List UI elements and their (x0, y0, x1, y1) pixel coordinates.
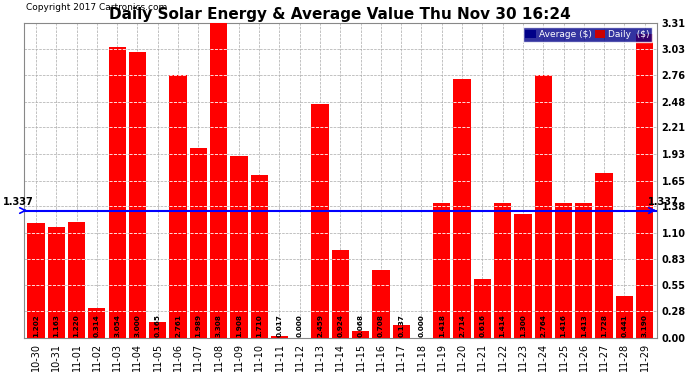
Bar (129, 52, 146, 338)
Bar (595, 173, 613, 338)
Bar (230, 156, 248, 338)
Bar (514, 214, 531, 338)
Text: 2.714: 2.714 (459, 314, 465, 337)
Text: 2.764: 2.764 (540, 314, 546, 337)
Bar (88, 308, 106, 338)
Bar (453, 80, 471, 338)
Text: 0.165: 0.165 (155, 314, 161, 337)
Bar (393, 325, 410, 338)
Bar (615, 296, 633, 338)
Bar (332, 250, 349, 338)
Bar (373, 270, 390, 338)
Text: 1.202: 1.202 (33, 314, 39, 337)
Text: 0.924: 0.924 (337, 314, 344, 337)
Bar (535, 75, 552, 338)
Text: 0.000: 0.000 (419, 314, 424, 337)
Text: Copyright 2017 Cartronics.com: Copyright 2017 Cartronics.com (26, 3, 167, 12)
Legend: Average ($), Daily  ($): Average ($), Daily ($) (523, 27, 652, 42)
Bar (474, 279, 491, 338)
Text: 2.761: 2.761 (175, 314, 181, 337)
Bar (352, 331, 369, 338)
Bar (250, 175, 268, 338)
Text: 1.710: 1.710 (256, 314, 262, 337)
Text: 1.337: 1.337 (3, 197, 34, 207)
Bar (108, 47, 126, 338)
Bar (149, 322, 166, 338)
Title: Daily Solar Energy & Average Value Thu Nov 30 16:24: Daily Solar Energy & Average Value Thu N… (110, 7, 571, 22)
Bar (494, 203, 511, 338)
Bar (190, 148, 207, 338)
Text: 1.414: 1.414 (500, 314, 506, 337)
Text: 0.068: 0.068 (357, 314, 364, 337)
Text: 1.163: 1.163 (53, 314, 59, 337)
Text: 3.308: 3.308 (215, 314, 221, 337)
Text: 0.137: 0.137 (398, 314, 404, 337)
Bar (555, 203, 572, 338)
Text: 0.616: 0.616 (480, 314, 485, 337)
Text: 0.314: 0.314 (94, 314, 100, 337)
Text: 0.017: 0.017 (277, 314, 282, 337)
Bar (210, 23, 227, 338)
Bar (68, 222, 85, 338)
Text: 3.000: 3.000 (135, 314, 141, 337)
Text: 2.459: 2.459 (317, 314, 323, 337)
Bar (28, 224, 45, 338)
Text: 1.416: 1.416 (560, 314, 566, 337)
Bar (170, 75, 187, 338)
Text: 1.300: 1.300 (520, 314, 526, 337)
Bar (271, 336, 288, 338)
Bar (433, 203, 451, 338)
Text: 3.190: 3.190 (642, 314, 648, 337)
Bar (636, 34, 653, 338)
Text: 1.413: 1.413 (581, 314, 586, 337)
Text: 1.220: 1.220 (74, 314, 79, 337)
Text: 0.708: 0.708 (378, 314, 384, 337)
Text: 1.418: 1.418 (439, 314, 445, 337)
Text: 0.441: 0.441 (622, 314, 627, 337)
Bar (575, 203, 593, 338)
Bar (48, 227, 65, 338)
Text: 1.337: 1.337 (647, 197, 678, 207)
Text: 3.054: 3.054 (114, 314, 120, 337)
Text: 1.989: 1.989 (195, 314, 201, 337)
Text: 1.728: 1.728 (601, 314, 607, 337)
Text: 1.908: 1.908 (236, 314, 242, 337)
Text: 0.000: 0.000 (297, 314, 303, 337)
Bar (311, 104, 328, 338)
